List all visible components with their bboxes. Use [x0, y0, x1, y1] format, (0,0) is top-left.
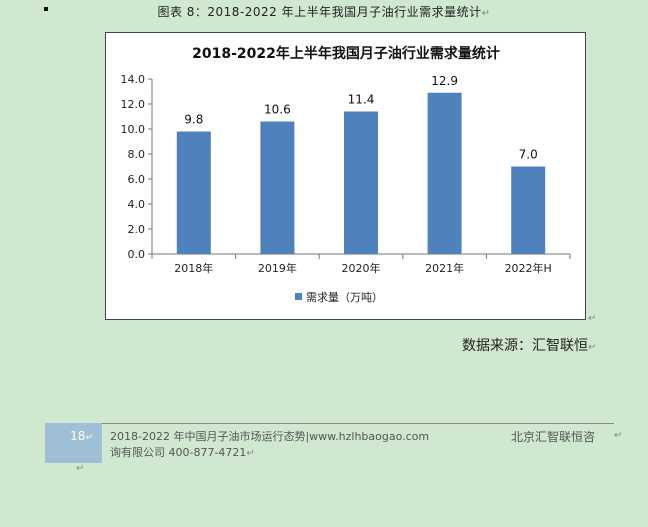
data-label: 7.0 [519, 148, 538, 162]
y-tick-label: 12.0 [121, 98, 146, 111]
y-tick-label: 6.0 [128, 173, 146, 186]
x-tick-label: 2022年H [505, 261, 552, 275]
y-tick-label: 4.0 [128, 198, 146, 211]
y-tick-label: 0.0 [128, 248, 146, 261]
bar [176, 131, 211, 254]
x-tick-label: 2020年 [342, 261, 381, 275]
x-tick-label: 2018年 [174, 261, 213, 275]
paragraph-mark: ↵ [614, 430, 623, 441]
footer-company: 北京汇智联恒咨 [511, 430, 596, 444]
y-tick-label: 10.0 [121, 123, 146, 136]
page-number-text: 18 [70, 429, 86, 443]
bar [344, 111, 378, 254]
chart-title: 2018-2022年上半年我国月子油行业需求量统计 [192, 45, 500, 62]
footer-line-1: 2018-2022 年中国月子油市场运行态势|www.hzlhbaogao.co… [110, 430, 430, 443]
y-tick-label: 14.0 [121, 73, 146, 86]
bar [427, 92, 462, 254]
caption-text: 图表 8：2018-2022 年上半年我国月子油行业需求量统计 [157, 5, 482, 19]
data-label: 12.9 [431, 74, 458, 88]
data-label: 11.4 [348, 93, 375, 107]
figure-caption: 图表 8：2018-2022 年上半年我国月子油行业需求量统计↵ [0, 3, 648, 20]
paragraph-mark: ↵ [246, 448, 255, 459]
data-source: 数据来源：汇智联恒↵ [462, 335, 596, 355]
bar-chart: 2018-2022年上半年我国月子油行业需求量统计 0.0 2.0 4.0 6.0 8.0… [105, 32, 586, 320]
list-bullet [44, 7, 48, 11]
paragraph-mark: ↵ [588, 342, 597, 353]
legend-swatch [295, 293, 302, 300]
page-number-box: 18↵ [45, 423, 102, 463]
bar [511, 166, 546, 254]
footer-rule [102, 423, 614, 424]
page-number: 18↵ [45, 429, 93, 443]
paragraph-mark: ↵ [85, 433, 93, 443]
footer-line-2-text: 询有限公司 400-877-4721 [110, 446, 247, 459]
data-label: 10.6 [264, 103, 291, 117]
legend-label: 需求量（万吨） [306, 291, 383, 304]
chart-canvas: 2018-2022年上半年我国月子油行业需求量统计 0.0 2.0 4.0 6.0 8.0… [121, 45, 571, 304]
x-tick-label: 2019年 [258, 261, 297, 275]
footer-line-2: 询有限公司 400-877-4721↵ [110, 444, 255, 460]
paragraph-mark: ↵ [76, 463, 85, 474]
y-tick-label: 8.0 [128, 148, 146, 161]
x-tick-label: 2021年 [425, 261, 464, 275]
source-text: 数据来源：汇智联恒 [462, 338, 588, 354]
y-tick-label: 2.0 [128, 223, 146, 236]
paragraph-mark: ↵ [588, 313, 597, 324]
bar [260, 121, 295, 254]
data-label: 9.8 [184, 113, 203, 127]
paragraph-mark: ↵ [481, 8, 491, 19]
